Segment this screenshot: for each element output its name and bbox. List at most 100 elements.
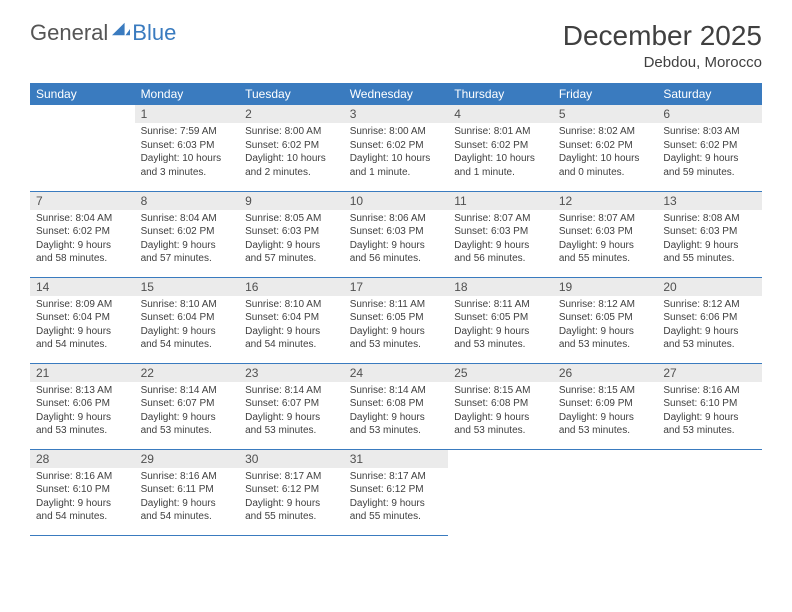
- calendar-cell: 27Sunrise: 8:16 AMSunset: 6:10 PMDayligh…: [657, 363, 762, 449]
- calendar-cell: 3Sunrise: 8:00 AMSunset: 6:02 PMDaylight…: [344, 105, 449, 191]
- calendar-body: 1Sunrise: 7:59 AMSunset: 6:03 PMDaylight…: [30, 105, 762, 535]
- calendar-cell: 19Sunrise: 8:12 AMSunset: 6:05 PMDayligh…: [553, 277, 658, 363]
- weekday-header: Tuesday: [239, 83, 344, 105]
- day-number: 4: [448, 105, 553, 123]
- day-details: Sunrise: 8:03 AMSunset: 6:02 PMDaylight:…: [657, 123, 762, 183]
- day-details: Sunrise: 8:08 AMSunset: 6:03 PMDaylight:…: [657, 210, 762, 270]
- calendar-cell: 23Sunrise: 8:14 AMSunset: 6:07 PMDayligh…: [239, 363, 344, 449]
- calendar-row: 14Sunrise: 8:09 AMSunset: 6:04 PMDayligh…: [30, 277, 762, 363]
- calendar-cell: 13Sunrise: 8:08 AMSunset: 6:03 PMDayligh…: [657, 191, 762, 277]
- day-number: 5: [553, 105, 658, 123]
- day-number: 25: [448, 364, 553, 382]
- day-number: 11: [448, 192, 553, 210]
- weekday-header: Friday: [553, 83, 658, 105]
- day-details: Sunrise: 8:13 AMSunset: 6:06 PMDaylight:…: [30, 382, 135, 442]
- calendar-cell: 2Sunrise: 8:00 AMSunset: 6:02 PMDaylight…: [239, 105, 344, 191]
- title-block: December 2025 Debdou, Morocco: [563, 20, 762, 71]
- day-details: Sunrise: 8:10 AMSunset: 6:04 PMDaylight:…: [239, 296, 344, 356]
- logo-text-general: General: [30, 20, 108, 46]
- day-number: 12: [553, 192, 658, 210]
- calendar-cell: [657, 449, 762, 535]
- calendar-cell: 29Sunrise: 8:16 AMSunset: 6:11 PMDayligh…: [135, 449, 240, 535]
- calendar-cell: 30Sunrise: 8:17 AMSunset: 6:12 PMDayligh…: [239, 449, 344, 535]
- calendar-row: 1Sunrise: 7:59 AMSunset: 6:03 PMDaylight…: [30, 105, 762, 191]
- calendar-container: General Blue December 2025 Debdou, Moroc…: [0, 0, 792, 556]
- day-details: Sunrise: 8:17 AMSunset: 6:12 PMDaylight:…: [239, 468, 344, 528]
- calendar-cell: 25Sunrise: 8:15 AMSunset: 6:08 PMDayligh…: [448, 363, 553, 449]
- day-number: 3: [344, 105, 449, 123]
- day-number: 1: [135, 105, 240, 123]
- calendar-cell: 21Sunrise: 8:13 AMSunset: 6:06 PMDayligh…: [30, 363, 135, 449]
- weekday-header: Wednesday: [344, 83, 449, 105]
- sail-icon: [112, 22, 130, 36]
- day-details: Sunrise: 8:17 AMSunset: 6:12 PMDaylight:…: [344, 468, 449, 528]
- day-number: 7: [30, 192, 135, 210]
- calendar-cell: 6Sunrise: 8:03 AMSunset: 6:02 PMDaylight…: [657, 105, 762, 191]
- day-details: Sunrise: 8:16 AMSunset: 6:10 PMDaylight:…: [657, 382, 762, 442]
- day-number: 13: [657, 192, 762, 210]
- day-number: 20: [657, 278, 762, 296]
- weekday-header: Saturday: [657, 83, 762, 105]
- day-number: 17: [344, 278, 449, 296]
- calendar-cell: 24Sunrise: 8:14 AMSunset: 6:08 PMDayligh…: [344, 363, 449, 449]
- day-number: 8: [135, 192, 240, 210]
- day-details: Sunrise: 8:04 AMSunset: 6:02 PMDaylight:…: [135, 210, 240, 270]
- day-details: Sunrise: 8:09 AMSunset: 6:04 PMDaylight:…: [30, 296, 135, 356]
- day-number: 27: [657, 364, 762, 382]
- day-number: 16: [239, 278, 344, 296]
- location-label: Debdou, Morocco: [563, 54, 762, 71]
- day-details: Sunrise: 8:15 AMSunset: 6:09 PMDaylight:…: [553, 382, 658, 442]
- weekday-header: Sunday: [30, 83, 135, 105]
- day-details: Sunrise: 8:14 AMSunset: 6:07 PMDaylight:…: [239, 382, 344, 442]
- day-details: Sunrise: 7:59 AMSunset: 6:03 PMDaylight:…: [135, 123, 240, 183]
- day-details: Sunrise: 8:12 AMSunset: 6:06 PMDaylight:…: [657, 296, 762, 356]
- weekday-header: Monday: [135, 83, 240, 105]
- day-details: Sunrise: 8:07 AMSunset: 6:03 PMDaylight:…: [448, 210, 553, 270]
- calendar-cell: 18Sunrise: 8:11 AMSunset: 6:05 PMDayligh…: [448, 277, 553, 363]
- day-number: 23: [239, 364, 344, 382]
- calendar-cell: 5Sunrise: 8:02 AMSunset: 6:02 PMDaylight…: [553, 105, 658, 191]
- day-details: Sunrise: 8:05 AMSunset: 6:03 PMDaylight:…: [239, 210, 344, 270]
- page-title: December 2025: [563, 20, 762, 52]
- day-details: Sunrise: 8:11 AMSunset: 6:05 PMDaylight:…: [448, 296, 553, 356]
- day-number: 9: [239, 192, 344, 210]
- day-details: Sunrise: 8:16 AMSunset: 6:10 PMDaylight:…: [30, 468, 135, 528]
- day-details: Sunrise: 8:02 AMSunset: 6:02 PMDaylight:…: [553, 123, 658, 183]
- day-number: 28: [30, 450, 135, 468]
- calendar-cell: 28Sunrise: 8:16 AMSunset: 6:10 PMDayligh…: [30, 449, 135, 535]
- day-number: 31: [344, 450, 449, 468]
- day-details: Sunrise: 8:16 AMSunset: 6:11 PMDaylight:…: [135, 468, 240, 528]
- calendar-cell: 10Sunrise: 8:06 AMSunset: 6:03 PMDayligh…: [344, 191, 449, 277]
- logo-text-blue: Blue: [132, 20, 176, 46]
- day-details: Sunrise: 8:10 AMSunset: 6:04 PMDaylight:…: [135, 296, 240, 356]
- logo: General Blue: [30, 20, 176, 46]
- day-number: 14: [30, 278, 135, 296]
- day-number: 18: [448, 278, 553, 296]
- calendar-row: 21Sunrise: 8:13 AMSunset: 6:06 PMDayligh…: [30, 363, 762, 449]
- calendar-cell: 16Sunrise: 8:10 AMSunset: 6:04 PMDayligh…: [239, 277, 344, 363]
- header: General Blue December 2025 Debdou, Moroc…: [30, 20, 762, 71]
- calendar-table: SundayMondayTuesdayWednesdayThursdayFrid…: [30, 83, 762, 536]
- calendar-cell: 26Sunrise: 8:15 AMSunset: 6:09 PMDayligh…: [553, 363, 658, 449]
- day-number: 15: [135, 278, 240, 296]
- day-details: Sunrise: 8:11 AMSunset: 6:05 PMDaylight:…: [344, 296, 449, 356]
- calendar-cell: 7Sunrise: 8:04 AMSunset: 6:02 PMDaylight…: [30, 191, 135, 277]
- day-number: 19: [553, 278, 658, 296]
- day-details: Sunrise: 8:00 AMSunset: 6:02 PMDaylight:…: [239, 123, 344, 183]
- calendar-cell: 15Sunrise: 8:10 AMSunset: 6:04 PMDayligh…: [135, 277, 240, 363]
- calendar-cell: 14Sunrise: 8:09 AMSunset: 6:04 PMDayligh…: [30, 277, 135, 363]
- calendar-cell: 17Sunrise: 8:11 AMSunset: 6:05 PMDayligh…: [344, 277, 449, 363]
- day-number: 22: [135, 364, 240, 382]
- calendar-row: 7Sunrise: 8:04 AMSunset: 6:02 PMDaylight…: [30, 191, 762, 277]
- day-number: 6: [657, 105, 762, 123]
- calendar-cell: 20Sunrise: 8:12 AMSunset: 6:06 PMDayligh…: [657, 277, 762, 363]
- day-details: Sunrise: 8:07 AMSunset: 6:03 PMDaylight:…: [553, 210, 658, 270]
- day-number: 2: [239, 105, 344, 123]
- day-details: Sunrise: 8:15 AMSunset: 6:08 PMDaylight:…: [448, 382, 553, 442]
- calendar-cell: [30, 105, 135, 191]
- day-details: Sunrise: 8:01 AMSunset: 6:02 PMDaylight:…: [448, 123, 553, 183]
- calendar-cell: 1Sunrise: 7:59 AMSunset: 6:03 PMDaylight…: [135, 105, 240, 191]
- weekday-header: Thursday: [448, 83, 553, 105]
- calendar-cell: 22Sunrise: 8:14 AMSunset: 6:07 PMDayligh…: [135, 363, 240, 449]
- day-number: 24: [344, 364, 449, 382]
